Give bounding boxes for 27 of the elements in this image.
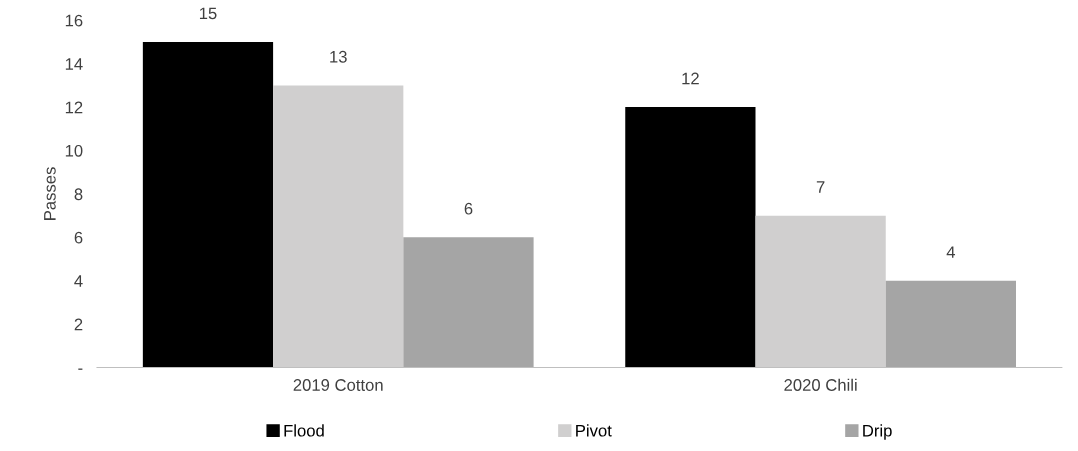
y-tick-label: - <box>78 368 83 370</box>
y-tick-label: 6 <box>74 231 83 244</box>
y-tick-label: 12 <box>65 101 83 114</box>
bar <box>755 215 886 368</box>
bar <box>625 107 756 368</box>
data-label: 6 <box>464 202 473 215</box>
y-tick-label: 2 <box>74 318 83 331</box>
bar <box>142 42 274 368</box>
x-tick-label: 2019 Cotton <box>293 379 383 391</box>
bar <box>885 280 1016 368</box>
bar <box>273 85 404 368</box>
legend-label: Drip <box>863 424 892 440</box>
y-tick-label: 16 <box>65 14 83 27</box>
data-label: 15 <box>199 7 217 20</box>
y-tick-label: 8 <box>74 188 83 201</box>
bar <box>403 237 534 368</box>
y-tick-label: 14 <box>65 58 83 70</box>
data-label: 13 <box>330 50 347 63</box>
y-tick-label: 10 <box>65 144 83 157</box>
data-label: 12 <box>682 72 699 85</box>
y-axis-title: Passes <box>44 167 56 220</box>
data-label: 7 <box>816 181 825 193</box>
legend-label: Flood <box>284 424 324 437</box>
data-label: 4 <box>946 246 956 258</box>
x-tick-label: 2020 Chili <box>784 378 857 391</box>
legend-label: Pivot <box>576 424 612 437</box>
y-tick-label: 4 <box>74 275 83 287</box>
